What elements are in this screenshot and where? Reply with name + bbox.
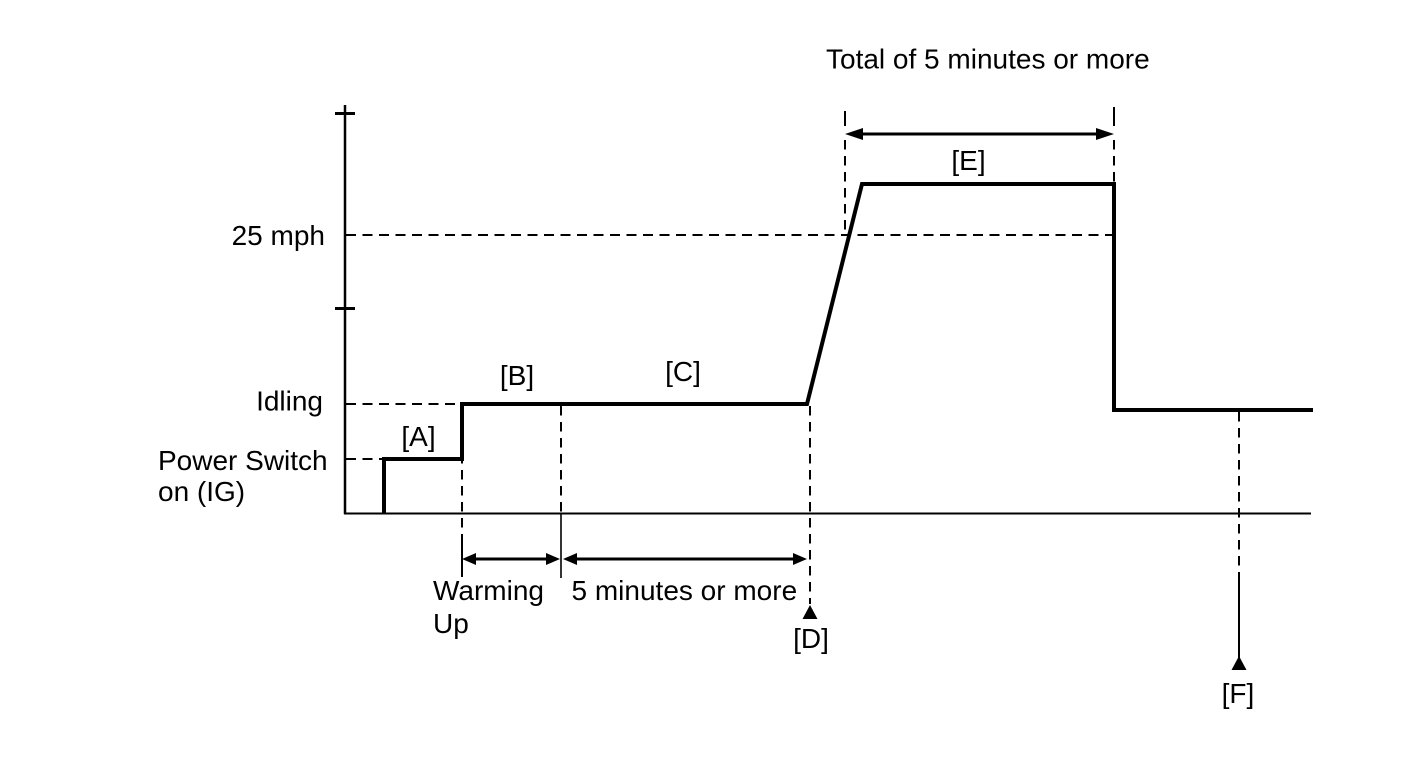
svg-text:[D]: [D] [793,623,829,654]
svg-text:on (IG): on (IG) [158,476,245,507]
svg-text:[B]: [B] [500,360,534,391]
svg-text:Total of 5 minutes or more: Total of 5 minutes or more [826,44,1150,75]
svg-text:Warming: Warming [433,575,544,606]
svg-text:Power Switch: Power Switch [158,445,328,476]
svg-text:Idling: Idling [256,386,323,417]
svg-text:[A]: [A] [401,421,435,452]
svg-text:25 mph: 25 mph [232,220,325,251]
svg-text:Up: Up [433,608,469,639]
svg-text:[C]: [C] [665,356,701,387]
svg-text:[F]: [F] [1222,678,1255,709]
svg-text:5 minutes or more: 5 minutes or more [572,575,798,606]
svg-text:[E]: [E] [951,145,985,176]
